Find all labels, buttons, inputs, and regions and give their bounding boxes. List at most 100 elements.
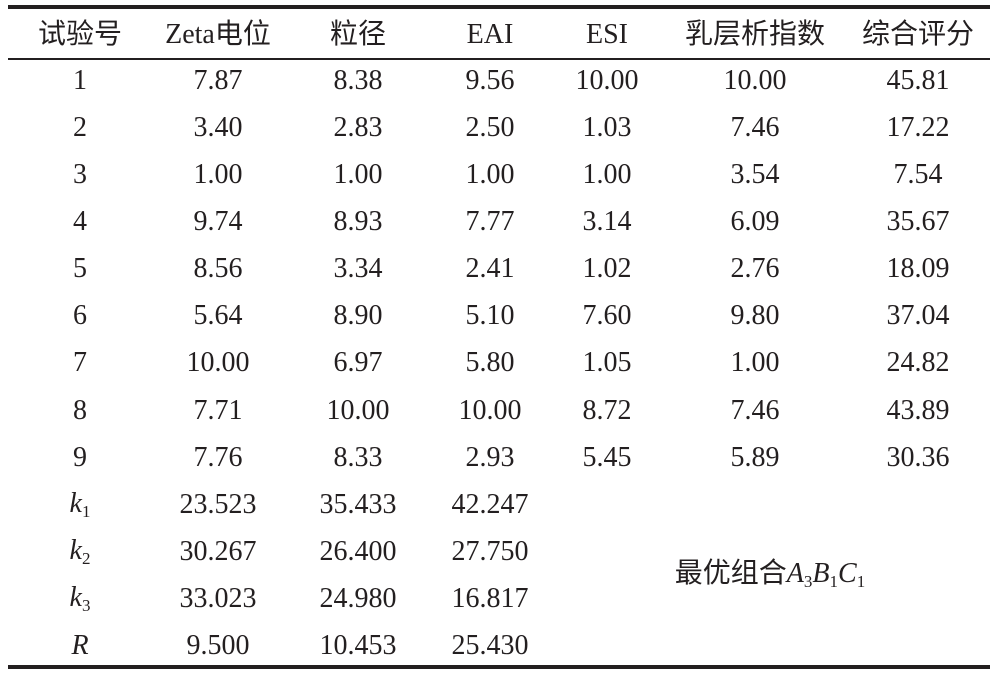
table-cell: 3.14 (582, 206, 632, 238)
table-cell: 9.56 (465, 65, 515, 96)
table-cell: 26.400 (319, 535, 397, 567)
table-cell: 33.023 (179, 582, 257, 614)
header-cell: EAI (466, 19, 514, 50)
table-cell: 9.80 (730, 300, 780, 332)
table-cell: 5.80 (465, 347, 515, 379)
table-cell: 7.76 (193, 441, 243, 473)
table-cell: 5.64 (193, 300, 243, 332)
conclusion-text: 最优组合 (674, 558, 787, 590)
table-cell: 1.00 (465, 159, 515, 191)
table-cell: 2.41 (465, 253, 515, 285)
table-cell: 9.74 (193, 206, 243, 238)
table-cell: 10.00 (326, 394, 390, 426)
row-label: k1 (69, 487, 91, 521)
conclusion: 最优组合A3B1C1 (674, 558, 866, 592)
table-cell: 25.430 (451, 629, 529, 661)
table-cell: 8.90 (333, 300, 383, 332)
table-cell: 10.00 (575, 65, 639, 96)
table-cell: 24.980 (319, 582, 397, 614)
label-symbol: R (71, 629, 89, 661)
table-cell: 7 (73, 347, 87, 379)
factor-level: 3 (803, 572, 813, 592)
header-cell: 乳层析指数 (684, 19, 826, 50)
table-cell: 9 (73, 441, 87, 473)
table-cell: 7.87 (193, 65, 243, 96)
table-cell: 27.750 (451, 535, 529, 567)
table-cell: 3.34 (333, 253, 383, 285)
header-cell: ESI (586, 19, 628, 50)
table-cell: 18.09 (886, 253, 950, 285)
table-cell: 8.38 (333, 65, 383, 96)
label-symbol: k (69, 534, 82, 566)
table-cell: 10.00 (723, 65, 787, 96)
table-cell: 3.54 (730, 159, 780, 191)
header-cell: Zeta电位 (165, 19, 271, 50)
table-cell: 1.00 (333, 159, 383, 191)
table-cell: 7.46 (730, 112, 780, 144)
table-cell: 8.93 (333, 206, 383, 238)
row-label: k3 (69, 581, 91, 615)
label-subscript: 1 (81, 501, 91, 521)
table-cell: 45.81 (886, 65, 950, 96)
factor-letter: C (838, 558, 857, 590)
table-cell: 16.817 (451, 582, 529, 614)
row-label: k2 (69, 534, 91, 568)
table-cell: 10.00 (458, 394, 522, 426)
label-symbol: k (69, 487, 82, 519)
table-cell: 1.00 (193, 159, 243, 191)
table-cell: 8 (73, 394, 87, 426)
table-cell: 17.22 (886, 112, 950, 144)
table-cell: 2.76 (730, 253, 780, 285)
table-cell: 2.93 (465, 441, 515, 473)
table-cell: 1 (73, 65, 87, 96)
factor-level: 1 (829, 572, 839, 592)
table-cell: 37.04 (886, 300, 950, 332)
table-cell: 10.453 (319, 629, 397, 661)
table-cell: 4 (73, 206, 87, 238)
table-cell: 30.36 (886, 441, 950, 473)
factor-letter: A (786, 558, 804, 590)
factor-letter: B (812, 558, 830, 590)
top-rule (8, 5, 990, 9)
header-cell: 综合评分 (861, 19, 975, 50)
bottom-rule (8, 665, 990, 669)
table-cell: 5.45 (582, 441, 632, 473)
table-cell: 7.71 (193, 394, 243, 426)
table-cell: 2 (73, 112, 87, 144)
table-cell: 1.05 (582, 347, 632, 379)
table-cell: 1.02 (582, 253, 632, 285)
table-cell: 7.77 (465, 206, 515, 238)
header-cell: 粒径 (329, 19, 387, 50)
table-cell: 3.40 (193, 112, 243, 144)
table-cell: 7.54 (893, 159, 943, 191)
table-cell: 5 (73, 253, 87, 285)
label-subscript: 3 (81, 595, 91, 615)
table-cell: 5.89 (730, 441, 780, 473)
table-cell: 35.433 (319, 488, 397, 520)
label-symbol: k (69, 581, 82, 613)
header-cell: 试验号 (37, 19, 123, 50)
row-label: R (71, 629, 89, 661)
factor-level: 1 (856, 572, 866, 592)
table-cell: 7.60 (582, 300, 632, 332)
table-cell: 6.09 (730, 206, 780, 238)
table-cell: 2.50 (465, 112, 515, 144)
table-cell: 1.00 (730, 347, 780, 379)
table-cell: 42.247 (451, 488, 529, 520)
table-cell: 30.267 (179, 535, 257, 567)
table-cell: 8.56 (193, 253, 243, 285)
table-cell: 35.67 (886, 206, 950, 238)
table-cell: 5.10 (465, 300, 515, 332)
table-cell: 43.89 (886, 394, 950, 426)
table-cell: 1.00 (582, 159, 632, 191)
table-cell: 24.82 (886, 347, 950, 379)
table-cell: 3 (73, 159, 87, 191)
header-rule (8, 58, 990, 60)
label-subscript: 2 (81, 548, 91, 568)
table-cell: 8.33 (333, 441, 383, 473)
table-cell: 8.72 (582, 394, 632, 426)
table-cell: 2.83 (333, 112, 383, 144)
table-cell: 10.00 (186, 347, 250, 379)
table-cell: 7.46 (730, 394, 780, 426)
